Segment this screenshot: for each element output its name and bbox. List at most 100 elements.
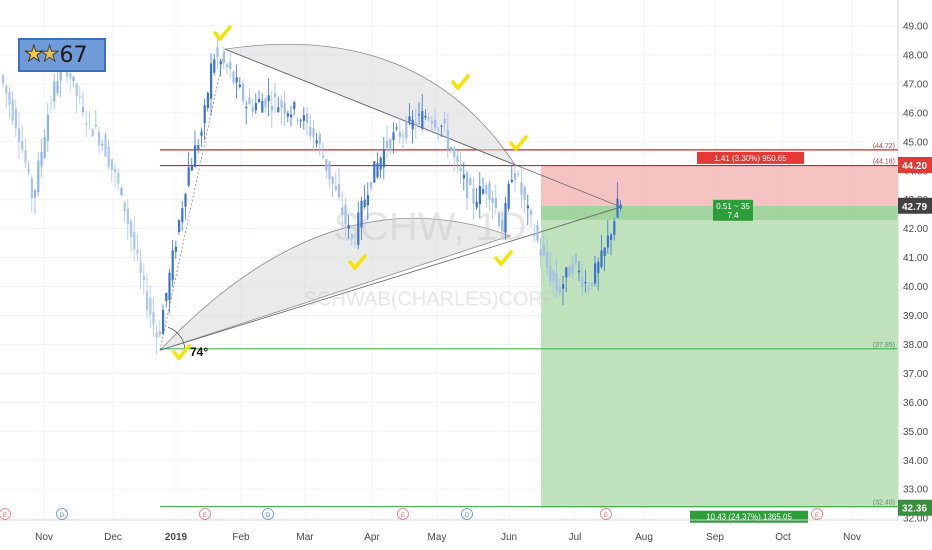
candle-body xyxy=(514,173,517,180)
time-tick-label: Nov xyxy=(843,532,861,543)
angle-label: 74° xyxy=(190,345,208,359)
event-marker-text: E xyxy=(604,512,609,519)
candle-body xyxy=(302,115,305,121)
candle-body xyxy=(110,159,113,170)
candle-body xyxy=(402,135,405,137)
event-marker-text: D xyxy=(465,512,470,519)
time-tick-label: 2019 xyxy=(165,532,188,543)
target-zone xyxy=(541,205,898,508)
candle-body xyxy=(50,103,53,105)
candle-body xyxy=(178,220,181,233)
candle-body xyxy=(373,161,376,183)
candle-body xyxy=(37,160,40,193)
candle-body xyxy=(120,187,123,196)
candle-body xyxy=(98,131,101,146)
candle-body xyxy=(190,164,193,171)
candle-body xyxy=(549,265,552,282)
candle-body xyxy=(619,204,622,209)
candle-body xyxy=(530,210,533,215)
candle-body xyxy=(510,179,513,182)
candle-body xyxy=(261,101,264,113)
time-axis: Nov Dec 2019 Feb Mar Apr May Jun Jul Aug Sep Oct Nov xyxy=(0,519,898,543)
price-tick-label: 40.00 xyxy=(903,282,928,293)
candle-body xyxy=(312,128,315,137)
event-marker-text: E xyxy=(3,512,8,519)
candle-body xyxy=(466,172,469,199)
candle-body xyxy=(587,288,590,291)
level-label: (37.85) xyxy=(873,342,895,349)
candle-body xyxy=(184,194,187,207)
candle-body xyxy=(600,250,603,267)
event-marker-text: E xyxy=(203,512,208,519)
candle-body xyxy=(574,254,577,263)
time-tick-label: Aug xyxy=(635,532,653,543)
lower-arc xyxy=(159,217,512,351)
candle-body xyxy=(546,252,549,268)
candle-body xyxy=(488,183,491,200)
check-mark-icon xyxy=(509,135,528,152)
candle-body xyxy=(242,83,245,102)
level-label: (32.40) xyxy=(873,500,895,507)
time-tick-label: Mar xyxy=(296,532,314,543)
price-tick-label: 36.00 xyxy=(903,398,928,409)
candle-body xyxy=(411,119,414,130)
candle-body xyxy=(82,107,85,112)
candle-body xyxy=(555,273,558,292)
candle-body xyxy=(594,263,597,284)
candle-body xyxy=(171,250,174,281)
candle-body xyxy=(363,199,366,208)
candle-body xyxy=(427,117,430,119)
price-badge xyxy=(898,156,932,173)
candle-body xyxy=(216,47,219,57)
rating-value: 67 xyxy=(59,42,88,68)
candle-body xyxy=(43,136,46,158)
candle-body xyxy=(117,172,120,184)
candle-body xyxy=(568,266,571,277)
candle-body xyxy=(446,129,449,149)
candle-body xyxy=(398,131,401,138)
candle-body xyxy=(75,83,78,97)
price-tick-label: 46.00 xyxy=(903,108,928,119)
candle-body xyxy=(443,118,446,124)
candle-body xyxy=(72,76,75,82)
candle-body xyxy=(85,123,88,125)
rating-badge: ★ ★ 67 xyxy=(18,38,106,72)
ratio-label-text: 0.51 ~ 35 xyxy=(716,202,750,211)
candle-body xyxy=(338,184,341,198)
candle-body xyxy=(542,245,545,256)
candle-body xyxy=(453,148,456,158)
candle-body xyxy=(53,81,56,102)
check-mark-icon xyxy=(451,74,470,91)
candle-body xyxy=(229,61,232,70)
time-tick-label: Jun xyxy=(501,532,517,543)
candle-body xyxy=(194,145,197,167)
candle-body xyxy=(430,120,433,124)
price-tick-label: 47.00 xyxy=(903,79,928,90)
check-mark-icon xyxy=(494,250,513,267)
price-badge-text: 42.79 xyxy=(902,202,927,213)
candle-body xyxy=(597,261,600,274)
candle-body xyxy=(181,208,184,223)
candle-body xyxy=(248,97,251,105)
price-tick-label: 42.00 xyxy=(903,224,928,235)
candle-body xyxy=(267,95,270,101)
earnings-icon xyxy=(600,508,612,520)
candle-body xyxy=(40,151,43,167)
price-axis: 49.0048.0047.0046.0045.0044.0043.0042.00… xyxy=(897,0,932,525)
candle-body xyxy=(34,190,37,198)
price-badge-text: 32.36 xyxy=(902,504,927,515)
candle-body xyxy=(315,140,318,144)
event-marker-text: D xyxy=(266,512,271,519)
candle-body xyxy=(232,71,235,83)
candle-body xyxy=(370,182,373,189)
candle-body xyxy=(168,272,171,300)
candle-body xyxy=(395,127,398,129)
earnings-icon xyxy=(811,508,823,520)
candle-body xyxy=(222,52,225,64)
candle-body xyxy=(283,102,286,114)
price-tick-label: 41.00 xyxy=(903,253,928,264)
candle-body xyxy=(126,208,129,224)
candle-body xyxy=(136,250,139,254)
ratio-label: 0.51 ~ 357.4 xyxy=(713,199,753,221)
